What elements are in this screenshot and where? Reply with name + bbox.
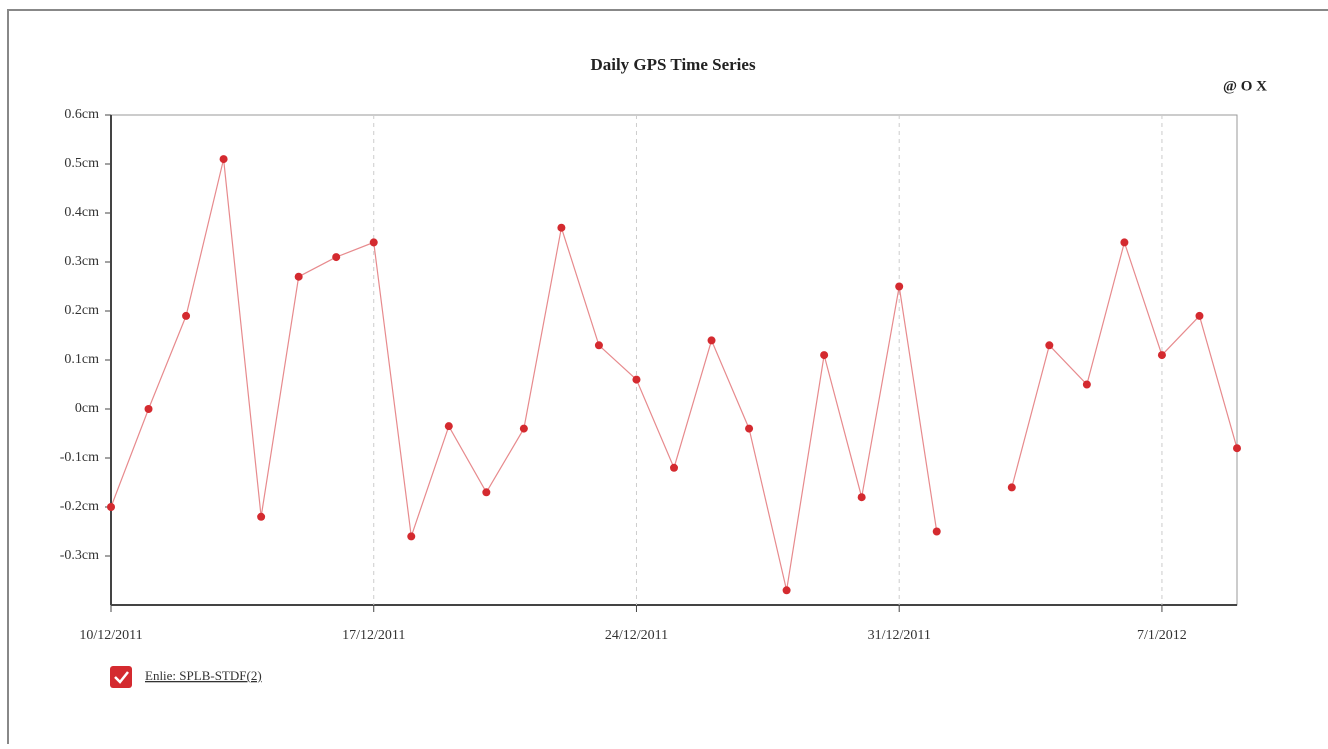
data-point (219, 155, 228, 164)
data-point (332, 253, 341, 262)
data-point (144, 405, 153, 413)
data-point (782, 586, 791, 595)
data-point (1157, 351, 1166, 360)
frame (7, 9, 1328, 749)
y-tick-label: 0.3cm (64, 254, 99, 269)
x-tick-label: 10/12/2011 (79, 628, 142, 643)
data-point (707, 336, 716, 345)
data-point (519, 424, 528, 433)
data-point (1007, 483, 1016, 492)
toolbar[interactable]: @ O X (1223, 78, 1267, 94)
data-point (182, 311, 191, 320)
data-point (557, 223, 566, 232)
legend-check (114, 671, 129, 684)
data-point (932, 527, 941, 536)
data-point (632, 375, 641, 384)
x-tick-label: 7/1/2012 (1137, 628, 1187, 643)
x-tick-label: 24/12/2011 (605, 628, 668, 643)
data-point (1082, 380, 1091, 389)
data-point (107, 503, 115, 511)
x-tick-label: 31/12/2011 (868, 628, 931, 643)
data-point (257, 512, 266, 521)
data-point (1045, 341, 1054, 350)
data-point (670, 463, 678, 472)
data-point (407, 532, 416, 541)
data-point (857, 493, 866, 502)
data-point (1233, 444, 1241, 453)
y-tick-label: 0.6cm (64, 107, 99, 122)
data-point (1195, 311, 1204, 320)
data-point (369, 238, 378, 247)
data-point (294, 272, 303, 281)
x-tick-label: 17/12/2011 (342, 628, 405, 643)
data-point (895, 282, 904, 291)
chart-title: Daily GPS Time Series (590, 55, 756, 74)
data-point (820, 351, 829, 360)
y-tick-label: 0cm (75, 401, 99, 416)
y-tick-label: 0.1cm (64, 352, 99, 367)
legend-label[interactable]: Enlie: SPLB-STDF(2) (145, 668, 262, 683)
data-point (444, 422, 453, 431)
data-point (745, 424, 754, 433)
data-point (482, 488, 491, 497)
y-tick-label: -0.2cm (60, 499, 99, 514)
y-tick-label: -0.3cm (60, 548, 99, 563)
y-tick-label: 0.4cm (64, 205, 99, 220)
data-point (1120, 238, 1129, 247)
legend-checkbox[interactable] (110, 666, 132, 688)
data-point (594, 341, 603, 350)
y-tick-label: 0.5cm (64, 156, 99, 171)
y-tick-label: -0.1cm (60, 450, 99, 465)
y-tick-label: 0.2cm (64, 303, 99, 318)
